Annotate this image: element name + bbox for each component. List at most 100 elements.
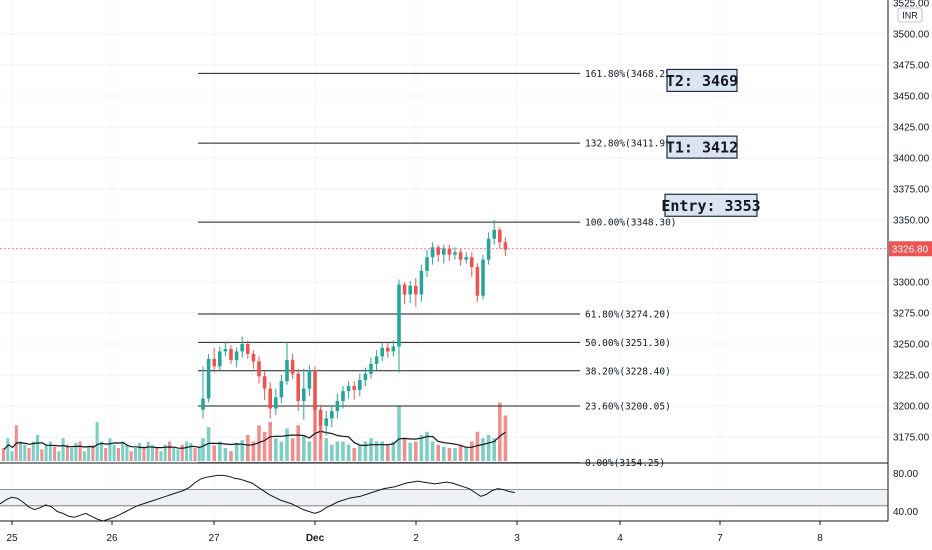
volume-bar xyxy=(363,441,368,461)
volume-bar xyxy=(48,441,52,461)
volume-bar xyxy=(189,442,193,461)
volume-bar xyxy=(352,448,356,461)
volume-bar xyxy=(125,444,129,461)
volume-bar xyxy=(163,444,167,461)
volume-bar xyxy=(391,441,396,461)
price-tick-label: 3525.00 xyxy=(893,0,930,10)
price-tick-label: 3500.00 xyxy=(893,30,930,41)
volume-bar xyxy=(223,448,228,461)
candle-body xyxy=(492,229,496,239)
candle-body xyxy=(218,351,222,367)
volume-moving-average xyxy=(3,430,506,450)
volume-bar xyxy=(138,442,142,461)
volume-bar xyxy=(374,441,379,461)
candle-body xyxy=(380,347,384,357)
price-tick-label: 3300.00 xyxy=(893,278,930,289)
fib-level-label: 0.00%(3154.25) xyxy=(585,458,665,469)
volume-bar xyxy=(358,444,362,461)
time-tick-label: 7 xyxy=(717,533,723,544)
candle-body xyxy=(201,398,205,410)
oscillator-line xyxy=(0,474,516,522)
candle-body xyxy=(402,284,407,295)
volume-bar xyxy=(74,442,78,461)
volume-bar xyxy=(61,438,65,461)
volume-bar xyxy=(436,444,440,461)
candle-body xyxy=(464,257,468,260)
volume-bar xyxy=(425,431,429,461)
fib-level-label: 38.20%(3228.40) xyxy=(585,366,671,377)
candlestick-series xyxy=(201,220,508,440)
volume-bar xyxy=(470,441,474,461)
candle-body xyxy=(397,284,401,347)
volume-bar xyxy=(419,435,424,461)
fib-level-label: 100.00%(3348.30) xyxy=(585,218,677,229)
time-tick-label: 27 xyxy=(208,533,220,544)
volume-bar xyxy=(78,441,82,461)
price-tick-label: 3400.00 xyxy=(893,154,930,165)
volume-bar xyxy=(133,448,137,461)
volume-bar xyxy=(193,448,197,461)
oscillator-tick-label: 40.00 xyxy=(893,507,918,518)
candle-body xyxy=(436,247,440,255)
candle-body xyxy=(212,358,216,367)
volume-bar xyxy=(108,438,112,461)
target-callout-label: T1: 3412 xyxy=(666,139,738,157)
volume-bar xyxy=(442,446,446,461)
volume-bar xyxy=(6,438,10,461)
target-callout-label: T2: 3469 xyxy=(666,72,738,90)
volume-bar xyxy=(176,449,180,461)
price-tick-label: 3450.00 xyxy=(893,92,930,103)
time-tick-label: 8 xyxy=(817,533,823,544)
volume-bar xyxy=(129,451,133,461)
volume-bar xyxy=(386,444,390,461)
volume-bar xyxy=(234,442,239,461)
volume-bar xyxy=(296,425,300,461)
fibonacci-levels[interactable]: 161.80%(3468.25) 132.80%(3411.95) 100.00%(… xyxy=(198,69,677,469)
candle-body xyxy=(302,388,306,402)
candle-body xyxy=(369,363,373,374)
volume-bar xyxy=(31,441,35,461)
currency-badge[interactable]: INR xyxy=(897,7,923,23)
candle-body xyxy=(414,285,418,295)
volume-bar xyxy=(155,448,159,461)
target-callout-label: Entry: 3353 xyxy=(661,197,760,215)
candle-body xyxy=(481,259,485,296)
volume-bar xyxy=(36,435,40,461)
volume-bar xyxy=(251,441,256,461)
candle-body xyxy=(425,257,429,271)
volume-bar xyxy=(402,438,407,461)
volume-bar xyxy=(121,441,125,461)
candle-body xyxy=(503,242,508,250)
volume-bar xyxy=(324,438,328,461)
volume-bar xyxy=(167,441,172,461)
volume-bar xyxy=(180,444,184,461)
volume-bar xyxy=(82,451,86,461)
candle-body xyxy=(268,388,272,409)
time-axis-ticks[interactable]: 25 26 27 Dec 2 3 4 7 8 xyxy=(6,521,823,544)
candle-body xyxy=(442,248,446,255)
volume-bar xyxy=(91,444,95,461)
volume-bar xyxy=(146,441,150,461)
volume-bar xyxy=(262,431,267,461)
volume-bar xyxy=(464,446,468,461)
candle-body xyxy=(251,353,256,362)
candle-body xyxy=(290,360,295,374)
volume-bar xyxy=(172,448,176,461)
volume-bar xyxy=(268,422,272,461)
candle-body xyxy=(296,373,300,402)
volume-bar xyxy=(206,427,211,461)
volume-bar xyxy=(53,446,57,461)
target-callouts[interactable]: T2: 3469 T1: 3412 Entry: 3353 xyxy=(661,68,761,217)
volume-bar xyxy=(279,441,284,461)
candle-body xyxy=(341,391,345,402)
volume-bar xyxy=(112,444,116,461)
price-axis-ticks[interactable]: 3175.00 3200.00 3225.00 3250.00 3275.00 3300.… xyxy=(893,0,930,444)
oscillator-axis-ticks: 80.00 40.00 xyxy=(893,469,918,518)
volume-bar xyxy=(492,438,496,461)
volume-bar xyxy=(503,415,508,461)
volume-bar xyxy=(57,451,61,461)
time-tick-label: Dec xyxy=(306,533,325,544)
last-price-value: 3326.80 xyxy=(892,244,929,255)
volume-bar xyxy=(19,441,23,461)
